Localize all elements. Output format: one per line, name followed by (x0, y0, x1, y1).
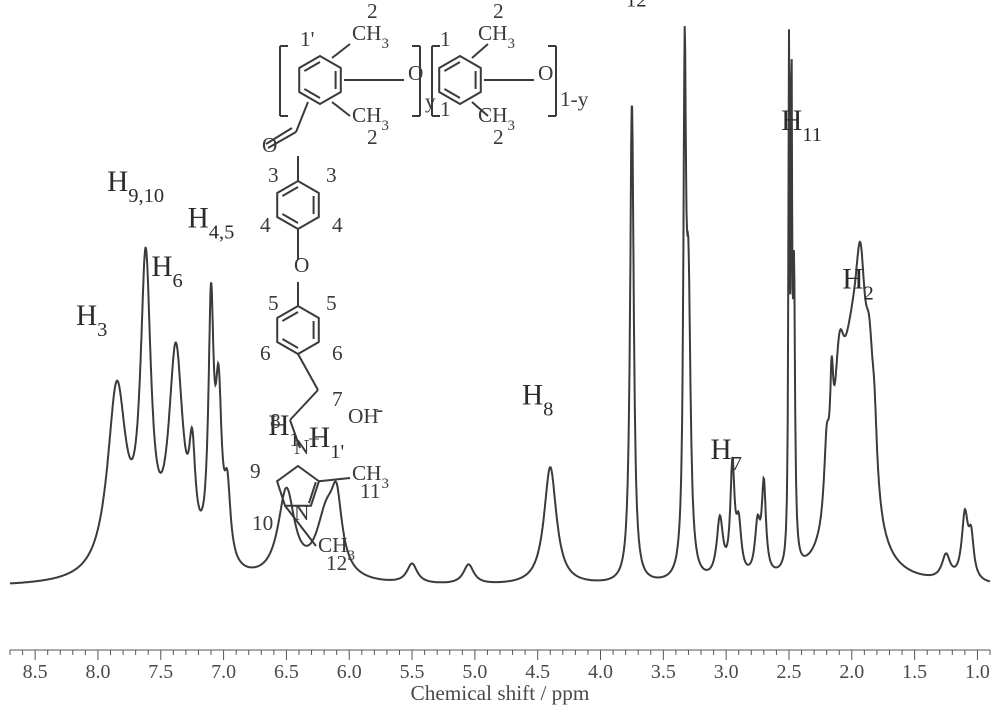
struct-label: - (376, 397, 383, 421)
peak-label-H2: H2 (842, 263, 873, 304)
struct-label: 1 (440, 27, 451, 51)
peak-label-H11: H11 (781, 105, 822, 146)
struct-label: 1' (300, 27, 314, 51)
struct-label: 10 (252, 511, 273, 535)
nmr-figure: 8.5 8.0 7.5 7.0 6.5 6.0 5.5 5.0 4.5 4.0 3.5 3.0 2.5 2… (0, 0, 1000, 716)
nmr-svg: 8.5 8.0 7.5 7.0 6.5 6.0 5.5 5.0 4.5 4.0 3.5 3.0 2.5 2… (0, 0, 1000, 716)
struct-label: 9 (250, 459, 261, 483)
struct-label: 5 (268, 291, 279, 315)
axis-tick-label: 4.0 (588, 661, 613, 683)
struct-label: 8 (270, 409, 281, 433)
struct-label: 2 (367, 125, 378, 149)
struct-label: + (308, 427, 320, 451)
struct-label: 1 (440, 97, 451, 121)
peak-label-H4,5: H4,5 (188, 202, 235, 243)
struct-label: 6 (260, 341, 271, 365)
struct-label: O (262, 133, 277, 157)
struct-label: 3 (268, 163, 279, 187)
axis-label: Chemical shift / ppm (411, 681, 590, 705)
struct-label: 12 (326, 551, 347, 575)
axis-tick-label: 6.0 (337, 661, 362, 683)
struct-label: 11 (360, 479, 380, 503)
axis-tick-label: 8.5 (23, 661, 48, 683)
axis-tick-label: 6.5 (274, 661, 299, 683)
axis-tick-label: 1.5 (902, 661, 927, 683)
peak-label-H6: H6 (151, 251, 182, 292)
axis-tick-label: 5.5 (400, 661, 425, 683)
struct-label: O (294, 253, 309, 277)
axis-tick-label: 3.5 (651, 661, 676, 683)
axis-tick-label: 1.0 (965, 661, 990, 683)
struct-label: 2 (367, 0, 378, 23)
struct-label: 5 (326, 291, 337, 315)
struct-label: 7 (332, 387, 343, 411)
axis-tick-label: 2.0 (839, 661, 864, 683)
axis-tick-label: 3.0 (714, 661, 739, 683)
struct-label: CH3 (352, 21, 389, 52)
struct-label: N (294, 501, 309, 525)
struct-label: y (425, 89, 436, 113)
struct-label: O (538, 61, 553, 85)
struct-label: 2 (493, 0, 504, 23)
struct-label: 1-y (560, 87, 589, 111)
peak-label-H9,10: H9,10 (107, 166, 164, 207)
axis-tick-label: 2.5 (777, 661, 802, 683)
peak-label-H8: H8 (522, 379, 553, 420)
axis-tick-label: 7.5 (148, 661, 173, 683)
struct-label: 4 (260, 213, 271, 237)
peak-label-H3: H3 (76, 300, 107, 341)
struct-label: 2 (493, 125, 504, 149)
axis-tick-label: 4.5 (525, 661, 550, 683)
axis-tick-label: 5.0 (462, 661, 487, 683)
axis-tick-label: 8.0 (85, 661, 110, 683)
struct-label: 6 (332, 341, 343, 365)
struct-label: 4 (332, 213, 343, 237)
axis-tick-label: 7.0 (211, 661, 236, 683)
peak-label-H7: H7 (710, 434, 741, 475)
struct-label: 3 (326, 163, 337, 187)
peak-label-H12: H12 (605, 0, 647, 12)
struct-label: O (408, 61, 423, 85)
struct-label: OH (348, 404, 379, 428)
